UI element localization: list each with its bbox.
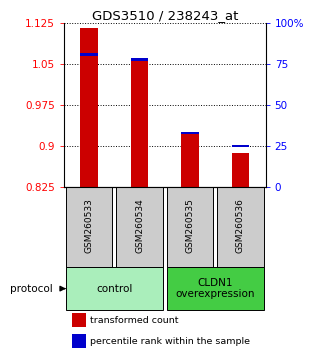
Text: transformed count: transformed count — [90, 315, 179, 325]
Bar — [181, 132, 199, 135]
Bar — [232, 153, 249, 187]
Bar — [131, 61, 148, 187]
Text: CLDN1
overexpression: CLDN1 overexpression — [175, 278, 255, 299]
Bar — [80, 28, 98, 187]
FancyBboxPatch shape — [66, 187, 112, 267]
Bar — [131, 58, 148, 61]
Text: percentile rank within the sample: percentile rank within the sample — [90, 337, 250, 346]
FancyBboxPatch shape — [167, 267, 264, 310]
Text: GSM260534: GSM260534 — [135, 198, 144, 252]
Text: GSM260536: GSM260536 — [236, 198, 245, 253]
Bar — [72, 313, 86, 327]
FancyBboxPatch shape — [116, 187, 163, 267]
Bar — [80, 53, 98, 56]
Text: protocol: protocol — [10, 284, 52, 293]
Text: GSM260535: GSM260535 — [186, 198, 195, 253]
Text: GSM260533: GSM260533 — [85, 198, 94, 253]
Text: control: control — [96, 284, 132, 293]
Bar — [72, 335, 86, 348]
Bar — [232, 145, 249, 147]
FancyBboxPatch shape — [167, 187, 213, 267]
Title: GDS3510 / 238243_at: GDS3510 / 238243_at — [92, 9, 238, 22]
FancyBboxPatch shape — [217, 187, 264, 267]
Bar — [181, 132, 199, 187]
FancyBboxPatch shape — [66, 267, 163, 310]
